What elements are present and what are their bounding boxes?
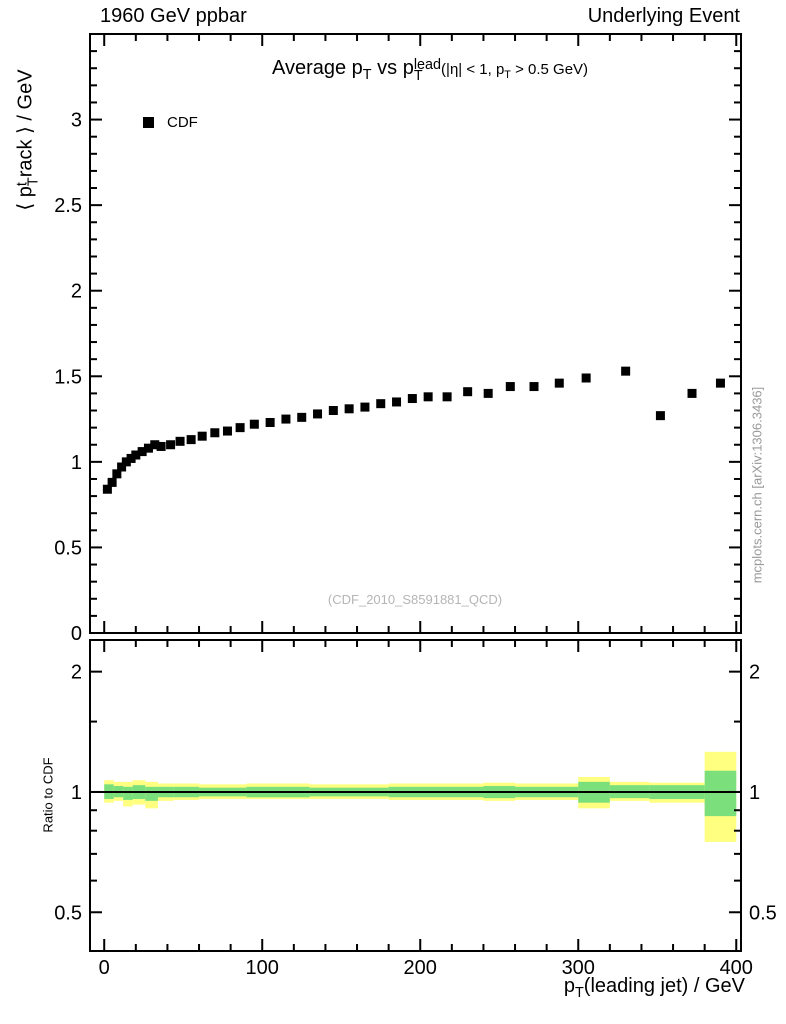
title-cuts-sub-T: T xyxy=(504,69,511,81)
cdf-data-point xyxy=(175,436,185,446)
main-panel-frame xyxy=(89,33,742,634)
cdf-data-point xyxy=(102,484,112,494)
cdf-data-point xyxy=(143,443,153,453)
cdf-data-point xyxy=(131,450,141,460)
mcplots-arxiv-note: mcplots.cern.ch [arXiv:1306.3436] xyxy=(749,386,765,584)
beam-energy-label: 1960 GeV ppbar xyxy=(100,5,247,27)
ratio-band-inner xyxy=(123,786,133,800)
cdf-points xyxy=(102,366,725,494)
cdf-data-point xyxy=(107,477,117,487)
x-tick-label: 0 xyxy=(99,957,110,979)
tick-labels: 0 0.5 1 1.5 2 2.5 3 0.5 0.5 1 1 2 2 0 100 200 300 400 xyxy=(54,110,777,979)
ratio-panel-frame xyxy=(89,639,742,952)
x-tick-label: 200 xyxy=(404,957,437,979)
cdf-data-point xyxy=(297,412,307,422)
x-tick-label: 100 xyxy=(246,957,279,979)
xlabel-rest: (leading jet) / GeV xyxy=(583,975,745,997)
cdf-data-point xyxy=(483,388,493,398)
analysis-id-watermark: (CDF_2010_S8591881_QCD) xyxy=(327,592,503,607)
title-sup-lead: lead xyxy=(413,56,442,73)
cdf-data-point xyxy=(166,440,176,450)
cdf-data-point xyxy=(197,431,207,441)
title-cuts: (|η| < 1, pT > 0.5 GeV) xyxy=(441,61,589,81)
title-text-main: Average p xyxy=(271,57,363,79)
title-sub-T: T xyxy=(362,67,372,83)
title-pt-lead: lead T xyxy=(413,56,442,85)
legend: CDF xyxy=(143,114,198,131)
cdf-data-point xyxy=(313,409,323,419)
cdf-square-marker-icon xyxy=(143,117,154,128)
main-y-tick-label: 1.5 xyxy=(54,366,82,388)
x-axis-label: pT(leading jet) / GeV xyxy=(564,975,745,1001)
title-cuts-text: (|η| < 1, p xyxy=(441,61,505,78)
ratio-y-tick-label-right: 2 xyxy=(749,662,760,684)
ratio-y-tick-label-left: 2 xyxy=(71,662,82,684)
xlabel-p: p xyxy=(563,975,575,997)
ratio-y-tick-label-left: 1 xyxy=(71,782,82,804)
cdf-data-point xyxy=(186,435,196,445)
cdf-data-point xyxy=(423,392,433,402)
ratio-y-tick-label-left: 0.5 xyxy=(54,902,82,924)
cdf-data-point xyxy=(249,419,259,429)
main-y-tick-label: 2 xyxy=(71,281,82,303)
ratio-bands xyxy=(104,751,737,842)
cdf-data-point xyxy=(392,397,402,407)
title-cuts-end: > 0.5 GeV) xyxy=(510,61,589,78)
main-y-tick-label: 1 xyxy=(71,452,82,474)
xlabel-sub-T: T xyxy=(575,985,584,1001)
ratio-axis-label: Ratio to CDF xyxy=(40,757,56,833)
cdf-data-point xyxy=(655,411,665,421)
cdf-data-point xyxy=(121,457,131,467)
title-text-vs: vs p xyxy=(371,57,414,79)
cdf-data-point xyxy=(281,414,291,424)
cdf-data-point xyxy=(621,366,631,376)
main-y-tick-label: 2.5 xyxy=(54,195,82,217)
ratio-band-inner xyxy=(145,786,158,801)
x-tick-label: 400 xyxy=(720,957,753,979)
cdf-data-point xyxy=(554,378,564,388)
cdf-data-point xyxy=(150,440,160,450)
cdf-data-point xyxy=(112,469,122,479)
cdf-data-point xyxy=(505,382,515,392)
ylabel-open: ⟨ p xyxy=(14,186,37,211)
ylabel-sub-T: T xyxy=(26,177,43,187)
cdf-data-point xyxy=(126,453,136,463)
cdf-data-point xyxy=(581,373,591,383)
cdf-data-point xyxy=(328,406,338,416)
cdf-data-point xyxy=(222,426,232,436)
legend-cdf-label: CDF xyxy=(167,114,198,131)
ratio-band-inner xyxy=(704,770,737,817)
cdf-data-point xyxy=(360,402,370,412)
cdf-data-point xyxy=(376,399,386,409)
cdf-data-point xyxy=(407,394,417,404)
cdf-data-point xyxy=(344,404,354,414)
cdf-data-point xyxy=(687,388,697,398)
ratio-y-tick-label-right: 1 xyxy=(749,782,760,804)
main-y-tick-label: 0.5 xyxy=(54,537,82,559)
ylabel-close: rack ⟩ / GeV xyxy=(14,69,37,178)
cdf-data-point xyxy=(156,441,166,451)
cdf-data-point xyxy=(117,462,127,472)
cdf-data-point xyxy=(265,417,275,427)
main-y-tick-label: 0 xyxy=(71,623,82,645)
cdf-data-point xyxy=(235,423,245,433)
title-sub-T2: T xyxy=(413,68,423,85)
axis-ticks xyxy=(90,34,741,952)
cdf-data-point xyxy=(463,387,473,397)
main-y-tick-label: 3 xyxy=(71,110,82,132)
plot-title: Average pT vs p lead T (|η| < 1, pT > 0.5 G… xyxy=(272,57,588,84)
plot-frames xyxy=(89,33,742,952)
cdf-data-point xyxy=(442,392,452,402)
x-tick-label: 300 xyxy=(562,957,595,979)
cdf-data-point xyxy=(210,428,220,438)
ratio-y-tick-label-right: 0.5 xyxy=(749,902,777,924)
cdf-data-point xyxy=(529,382,539,392)
cdf-data-point xyxy=(715,378,725,388)
cdf-data-point xyxy=(137,447,147,457)
analysis-group-label: Underlying Event xyxy=(587,5,740,27)
